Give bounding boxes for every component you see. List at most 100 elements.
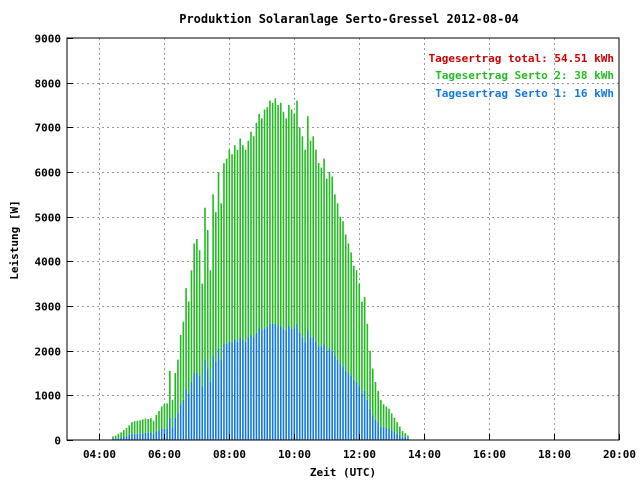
y-tick-label: 6000 xyxy=(35,167,62,180)
bar-serto-1 xyxy=(301,337,304,440)
bar-serto-2 xyxy=(152,420,155,434)
bar-serto-2 xyxy=(350,252,352,376)
bar-serto-2 xyxy=(353,265,355,380)
bar-serto-1 xyxy=(225,343,228,440)
bar-serto-1 xyxy=(323,343,325,440)
bar-serto-2 xyxy=(112,436,114,439)
bar-serto-1 xyxy=(363,390,366,440)
bar-serto-1 xyxy=(131,433,133,440)
bar-serto-2 xyxy=(133,421,136,434)
bar-serto-2 xyxy=(136,420,139,434)
bar-serto-2 xyxy=(377,390,379,423)
bar-serto-2 xyxy=(296,100,298,324)
bar-serto-2 xyxy=(187,301,190,394)
bar-serto-1 xyxy=(331,350,333,440)
bar-serto-1 xyxy=(342,366,344,440)
bar-serto-1 xyxy=(399,435,401,440)
bar-serto-1 xyxy=(317,346,320,440)
y-tick-label: 7000 xyxy=(35,122,62,135)
bar-serto-2 xyxy=(344,234,347,371)
bar-serto-2 xyxy=(307,116,309,331)
bar-serto-1 xyxy=(304,341,306,440)
stacked-power-bars xyxy=(112,98,409,440)
bar-serto-2 xyxy=(298,127,301,333)
bar-serto-2 xyxy=(285,118,287,331)
bar-serto-1 xyxy=(371,415,374,440)
bar-serto-2 xyxy=(196,239,198,373)
bar-serto-1 xyxy=(169,417,171,440)
bar-serto-1 xyxy=(309,337,312,440)
bar-serto-2 xyxy=(252,136,255,338)
bar-serto-1 xyxy=(123,436,125,440)
bar-serto-2 xyxy=(361,301,363,394)
bar-serto-1 xyxy=(334,355,336,440)
bar-serto-2 xyxy=(242,145,244,340)
bar-serto-2 xyxy=(147,419,149,433)
bar-serto-1 xyxy=(279,326,282,440)
bar-serto-1 xyxy=(177,413,179,440)
bar-serto-2 xyxy=(177,359,179,414)
bar-serto-2 xyxy=(179,335,182,405)
bar-serto-1 xyxy=(350,375,352,440)
bar-serto-1 xyxy=(358,386,361,440)
bar-serto-2 xyxy=(169,370,171,418)
bar-serto-2 xyxy=(342,221,344,367)
bar-serto-1 xyxy=(117,438,120,440)
bar-serto-2 xyxy=(385,406,388,428)
bar-serto-1 xyxy=(114,438,117,440)
bar-serto-1 xyxy=(182,399,185,440)
bar-serto-1 xyxy=(147,432,149,440)
bar-serto-2 xyxy=(228,149,231,342)
x-tick-label: 18:00 xyxy=(538,448,571,461)
bar-serto-1 xyxy=(252,337,255,440)
bar-serto-1 xyxy=(190,381,193,440)
bar-serto-1 xyxy=(385,427,388,440)
bar-serto-1 xyxy=(198,375,201,440)
bar-serto-2 xyxy=(404,433,407,438)
bar-serto-2 xyxy=(204,207,206,360)
bar-serto-1 xyxy=(223,343,225,440)
bar-serto-1 xyxy=(296,323,298,440)
bar-serto-1 xyxy=(242,339,244,440)
bar-serto-2 xyxy=(171,399,174,428)
bar-serto-1 xyxy=(320,346,323,440)
bar-serto-1 xyxy=(250,335,252,440)
bar-serto-2 xyxy=(131,422,133,434)
bar-serto-1 xyxy=(236,341,239,440)
bar-serto-1 xyxy=(204,359,206,440)
bar-serto-1 xyxy=(239,337,241,440)
y-tick-label: 2000 xyxy=(35,346,62,359)
bar-serto-1 xyxy=(266,326,269,440)
bar-serto-1 xyxy=(174,417,177,440)
bar-serto-2 xyxy=(382,404,385,428)
bar-serto-2 xyxy=(331,176,333,351)
bar-serto-2 xyxy=(334,194,336,356)
x-tick-label: 08:00 xyxy=(213,448,246,461)
bar-serto-1 xyxy=(258,328,260,440)
bar-serto-1 xyxy=(209,381,212,440)
bar-serto-2 xyxy=(163,404,166,429)
bar-serto-2 xyxy=(223,163,225,344)
bar-serto-2 xyxy=(363,297,366,391)
bar-serto-1 xyxy=(312,337,315,440)
bar-serto-1 xyxy=(353,379,355,440)
bar-serto-2 xyxy=(323,158,325,344)
bar-serto-1 xyxy=(233,339,236,440)
bar-serto-2 xyxy=(155,414,158,432)
bar-serto-2 xyxy=(396,422,398,434)
bar-serto-2 xyxy=(225,158,228,344)
bar-serto-2 xyxy=(150,418,152,433)
bar-serto-2 xyxy=(274,98,277,324)
bar-serto-2 xyxy=(315,149,317,342)
bar-serto-1 xyxy=(307,330,309,440)
bar-serto-1 xyxy=(201,386,204,440)
bar-serto-2 xyxy=(282,111,285,329)
bar-serto-1 xyxy=(255,332,258,440)
bar-serto-1 xyxy=(388,428,390,440)
bar-serto-2 xyxy=(263,109,266,329)
plot-frame xyxy=(66,37,620,441)
bar-serto-2 xyxy=(336,203,339,360)
bar-serto-1 xyxy=(187,393,190,440)
bar-serto-1 xyxy=(404,437,407,440)
